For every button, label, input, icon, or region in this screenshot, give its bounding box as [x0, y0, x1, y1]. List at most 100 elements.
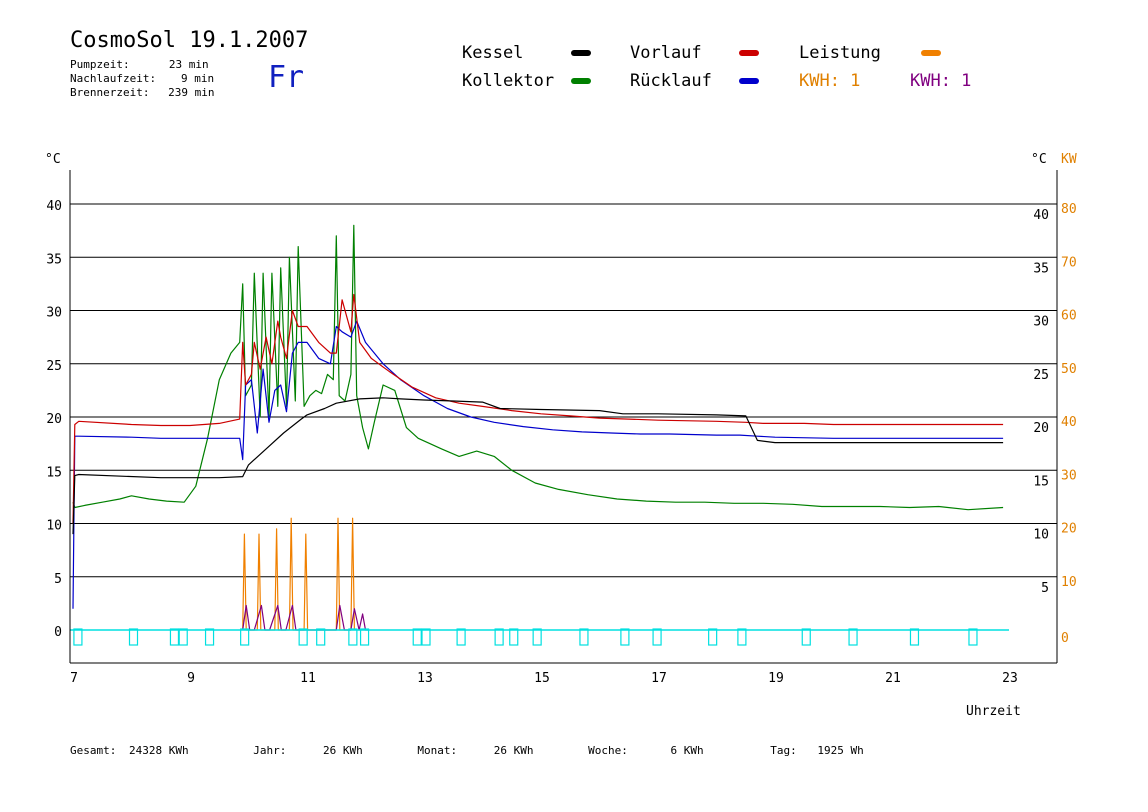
y-tick-left-5: 5: [54, 572, 62, 587]
legend-vorlauf-swatch: [739, 50, 759, 56]
pump-pulse: [579, 628, 589, 646]
legend-vorlauf-label: Vorlauf: [630, 43, 702, 63]
weekday-label: Fr: [268, 60, 305, 95]
y-tick-kw-0: 0: [1061, 631, 1069, 646]
monat-label: Monat:: [417, 744, 458, 757]
y-tick-kw-20: 20: [1061, 522, 1077, 537]
tag-label: Tag:: [770, 744, 797, 757]
legend-ruecklauf-swatch: [739, 78, 759, 84]
chart-title: CosmoSol 19.1.2007: [70, 28, 309, 53]
pump-layer: [70, 628, 1009, 646]
y-tick-left-25: 25: [46, 359, 62, 374]
x-tick-17: 17: [651, 671, 667, 686]
y-tick-kw-80: 80: [1061, 202, 1077, 217]
jahr-label: Jahr:: [253, 744, 287, 757]
x-tick-9: 9: [187, 671, 195, 686]
pump-pulse: [620, 628, 630, 646]
pump-time-row: Pumpzeit: 23 min: [70, 58, 209, 71]
pump-pulse: [909, 628, 920, 646]
y-tick-left-35: 35: [46, 252, 62, 267]
series-kollektor: [72, 224, 1004, 511]
series-kessel: [72, 397, 1004, 535]
x-tick-23: 23: [1002, 671, 1018, 686]
pump-pulse: [240, 628, 250, 646]
series-layer: [72, 224, 1004, 631]
y-tick-right-15: 15: [1033, 474, 1049, 489]
legend-kollektor-swatch: [571, 78, 591, 84]
brenner-time-value: 239 min: [168, 86, 215, 99]
pump-pulse: [204, 628, 215, 646]
y-axis-label-right: °C: [1031, 152, 1047, 167]
legend-kessel-label: Kessel: [462, 43, 524, 63]
legend-ruecklauf-label: Rücklauf: [630, 71, 712, 91]
y-tick-right-5: 5: [1041, 581, 1049, 596]
x-tick-21: 21: [885, 671, 901, 686]
pump-pulse: [494, 628, 504, 646]
x-tick-19: 19: [768, 671, 784, 686]
pump-pulse: [737, 628, 747, 646]
series-ruecklauf: [72, 320, 1004, 609]
nachlauf-time-row: Nachlaufzeit: 9 min: [70, 72, 214, 85]
x-tick-7: 7: [70, 671, 78, 686]
y-tick-right-25: 25: [1033, 368, 1049, 383]
pump-pulse: [801, 628, 811, 646]
series-kwh: [242, 604, 369, 631]
y-tick-kw-70: 70: [1061, 255, 1077, 270]
y-tick-right-35: 35: [1033, 261, 1049, 276]
y-tick-kw-40: 40: [1061, 415, 1077, 430]
grid-layer: [70, 203, 1057, 578]
pump-pulse: [73, 628, 83, 646]
pump-pulse: [316, 628, 326, 646]
brenner-time-label: Brennerzeit:: [70, 86, 150, 99]
legend-kwh-purple: KWH: 1: [910, 71, 972, 91]
y-tick-right-30: 30: [1033, 315, 1049, 330]
tag-value: 1925 Wh: [817, 744, 864, 757]
pump-pulse: [128, 628, 139, 646]
nachlauf-time-label: Nachlaufzeit:: [70, 72, 157, 85]
y-axis-label-kw: KW: [1061, 152, 1077, 167]
y-tick-right-10: 10: [1033, 528, 1049, 543]
pump-pulse: [421, 628, 431, 646]
jahr-value: 26 KWh: [322, 744, 363, 757]
y-tick-kw-60: 60: [1061, 309, 1077, 324]
pump-time-label: Pumpzeit:: [70, 58, 130, 71]
y-tick-kw-50: 50: [1061, 362, 1077, 377]
pump-pulse: [532, 628, 542, 646]
y-axis-label-left: °C: [45, 152, 61, 167]
legend-leistung-swatch: [921, 50, 941, 56]
pump-pulse: [708, 628, 718, 646]
nachlauf-time-value: 9 min: [180, 72, 215, 85]
pump-pulse: [848, 628, 858, 646]
series-leistung: [242, 517, 355, 631]
woche-value: 6 KWh: [670, 744, 704, 757]
pump-pulse: [359, 628, 370, 646]
y-tick-left-0: 0: [54, 625, 62, 640]
pump-pulse: [348, 628, 358, 646]
pump-time-value: 23 min: [168, 58, 209, 71]
series-vorlauf: [72, 293, 1004, 524]
y-tick-left-20: 20: [46, 412, 62, 427]
x-axis-label: Uhrzeit: [966, 704, 1021, 719]
y-tick-kw-30: 30: [1061, 468, 1077, 483]
pump-pulse: [178, 628, 188, 646]
pump-pulse: [652, 628, 662, 646]
y-tick-left-10: 10: [46, 519, 62, 534]
pump-pulse: [456, 628, 466, 646]
y-tick-right-40: 40: [1033, 208, 1049, 223]
legend-kollektor-label: Kollektor: [462, 71, 555, 91]
x-tick-13: 13: [417, 671, 433, 686]
pump-pulse: [169, 628, 180, 646]
legend-kessel-swatch: [571, 50, 591, 56]
x-tick-15: 15: [534, 671, 550, 686]
y-tick-left-15: 15: [46, 465, 62, 480]
gesamt-value: 24328 KWh: [128, 744, 189, 757]
axis-layer: °C °C KW Uhrzeit 0 5 10 15 20 25 30 35 40 5 10 15 20…: [45, 152, 1077, 719]
y-tick-left-30: 30: [46, 306, 62, 321]
footer-totals: Gesamt: 24328 KWh Jahr: 26 KWh Monat: 26…: [70, 744, 864, 757]
woche-label: Woche:: [588, 744, 628, 757]
pump-pulse: [298, 628, 308, 646]
y-tick-left-40: 40: [46, 199, 62, 214]
y-tick-kw-10: 10: [1061, 575, 1077, 590]
brenner-time-row: Brennerzeit: 239 min: [70, 86, 214, 99]
